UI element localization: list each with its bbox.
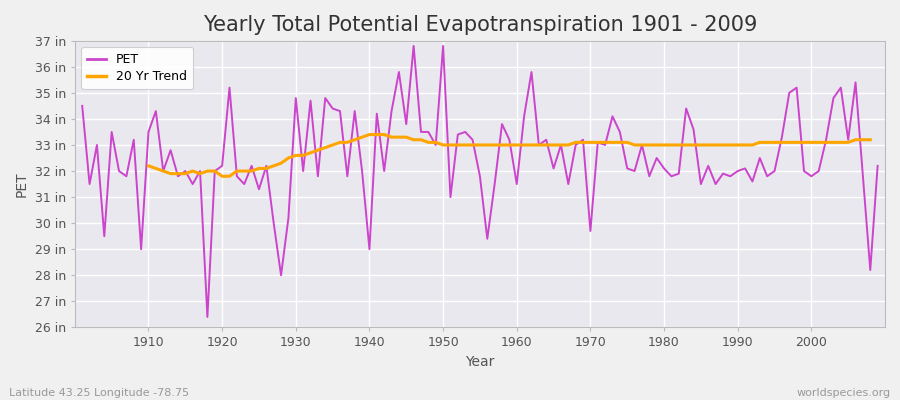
Legend: PET, 20 Yr Trend: PET, 20 Yr Trend xyxy=(81,47,194,89)
X-axis label: Year: Year xyxy=(465,355,495,369)
Text: worldspecies.org: worldspecies.org xyxy=(796,388,891,398)
Y-axis label: PET: PET xyxy=(15,171,29,197)
Text: Latitude 43.25 Longitude -78.75: Latitude 43.25 Longitude -78.75 xyxy=(9,388,189,398)
Title: Yearly Total Potential Evapotranspiration 1901 - 2009: Yearly Total Potential Evapotranspiratio… xyxy=(202,15,757,35)
